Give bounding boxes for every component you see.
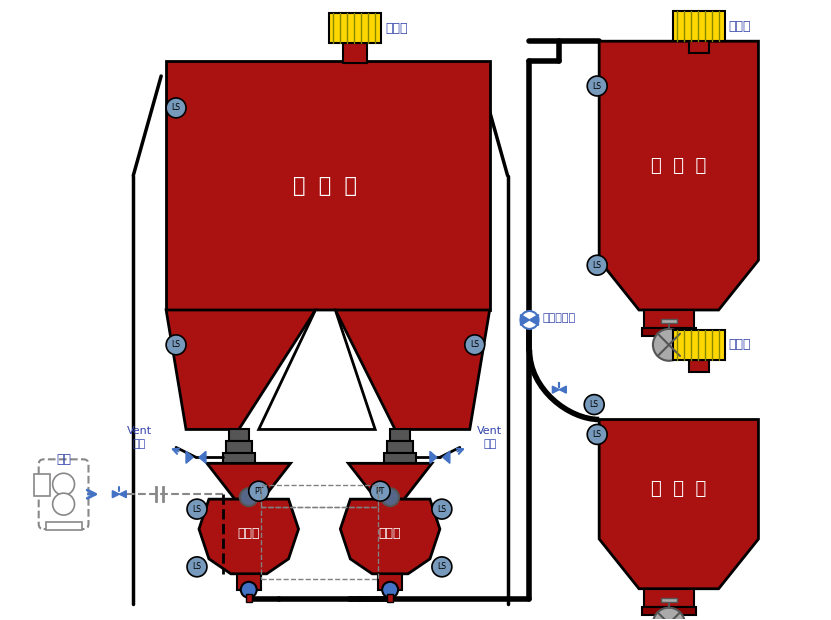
- Text: 輸送泵: 輸送泵: [379, 528, 401, 541]
- Polygon shape: [199, 451, 206, 463]
- Bar: [226, 441, 252, 453]
- Polygon shape: [348, 463, 432, 499]
- Bar: [329, 14, 381, 43]
- Polygon shape: [341, 499, 440, 574]
- Bar: [673, 330, 725, 360]
- Text: 除塵器: 除塵器: [729, 20, 751, 33]
- Text: LS: LS: [193, 505, 201, 513]
- Bar: [343, 43, 367, 63]
- Text: LS: LS: [593, 81, 602, 91]
- Bar: [661, 319, 676, 323]
- Text: 輸送泵: 輸送泵: [238, 528, 260, 541]
- Bar: [661, 598, 676, 601]
- Text: LS: LS: [171, 340, 180, 349]
- Text: 接  收  仓: 接 收 仓: [652, 157, 706, 175]
- Circle shape: [584, 394, 604, 415]
- Polygon shape: [336, 310, 489, 430]
- Text: PT: PT: [254, 487, 263, 495]
- Bar: [34, 474, 50, 496]
- Circle shape: [653, 608, 685, 620]
- Circle shape: [520, 311, 538, 329]
- Polygon shape: [166, 310, 316, 430]
- Polygon shape: [553, 386, 559, 393]
- Circle shape: [432, 499, 452, 519]
- Polygon shape: [258, 310, 375, 430]
- Text: 储  料  仓: 储 料 仓: [293, 175, 357, 195]
- Circle shape: [240, 488, 258, 506]
- Circle shape: [52, 493, 75, 515]
- Polygon shape: [430, 451, 437, 463]
- Bar: [223, 453, 255, 463]
- Text: LS: LS: [470, 340, 479, 349]
- Text: LS: LS: [193, 562, 201, 572]
- Polygon shape: [199, 499, 298, 574]
- Circle shape: [241, 582, 257, 598]
- Polygon shape: [120, 490, 126, 498]
- Text: LS: LS: [437, 562, 446, 572]
- Text: PT: PT: [376, 487, 385, 495]
- Polygon shape: [529, 314, 538, 326]
- Circle shape: [187, 557, 207, 577]
- Text: LS: LS: [171, 104, 180, 112]
- Bar: [689, 360, 709, 372]
- Text: Vent
排氣: Vent 排氣: [477, 426, 502, 449]
- Circle shape: [166, 98, 186, 118]
- Text: 接  收  仓: 接 收 仓: [652, 480, 706, 498]
- Circle shape: [588, 255, 607, 275]
- Bar: [229, 430, 248, 441]
- Polygon shape: [186, 451, 193, 463]
- Circle shape: [653, 329, 685, 361]
- Circle shape: [382, 582, 398, 598]
- Circle shape: [52, 473, 75, 495]
- Text: LS: LS: [593, 430, 602, 439]
- Polygon shape: [443, 451, 450, 463]
- Text: Vent
排氣: Vent 排氣: [126, 426, 152, 449]
- Circle shape: [381, 488, 399, 506]
- Bar: [46, 522, 81, 530]
- Polygon shape: [207, 463, 291, 499]
- Bar: [261, 507, 378, 579]
- Polygon shape: [520, 314, 529, 326]
- Text: 氣源: 氣源: [56, 453, 71, 466]
- Bar: [387, 594, 393, 601]
- Polygon shape: [599, 41, 759, 310]
- Circle shape: [588, 76, 607, 96]
- Circle shape: [370, 481, 390, 501]
- Circle shape: [187, 499, 207, 519]
- Text: 除塵器: 除塵器: [729, 339, 751, 352]
- Circle shape: [248, 481, 268, 501]
- Text: LS: LS: [590, 400, 598, 409]
- Bar: [642, 328, 696, 336]
- Bar: [642, 606, 696, 614]
- Bar: [644, 589, 694, 606]
- Polygon shape: [599, 420, 759, 589]
- Circle shape: [432, 557, 452, 577]
- Bar: [384, 453, 416, 463]
- Text: 管路切換閥: 管路切換閥: [543, 313, 576, 323]
- Bar: [387, 441, 413, 453]
- Text: 除塵器: 除塵器: [385, 22, 408, 35]
- Text: LS: LS: [593, 260, 602, 270]
- Polygon shape: [112, 490, 120, 498]
- Bar: [673, 11, 725, 41]
- Bar: [246, 594, 252, 601]
- Bar: [689, 41, 709, 53]
- Bar: [378, 574, 402, 590]
- Bar: [261, 485, 378, 507]
- Circle shape: [465, 335, 484, 355]
- Circle shape: [166, 335, 186, 355]
- Polygon shape: [166, 61, 489, 310]
- Text: LS: LS: [437, 505, 446, 513]
- Bar: [237, 574, 261, 590]
- Bar: [390, 430, 410, 441]
- Bar: [644, 310, 694, 328]
- Polygon shape: [559, 386, 566, 393]
- Circle shape: [588, 425, 607, 445]
